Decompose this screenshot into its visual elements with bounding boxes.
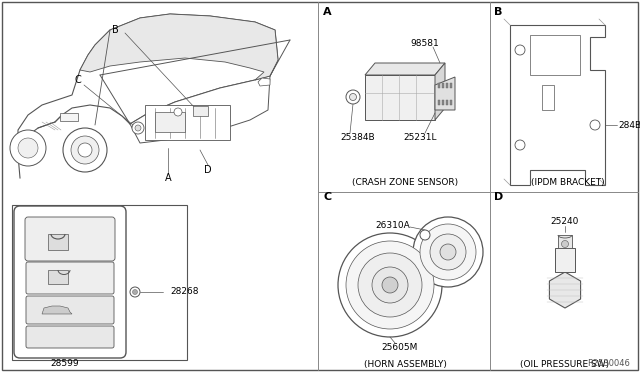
Circle shape (78, 143, 92, 157)
Circle shape (382, 277, 398, 293)
Bar (48, 270, 68, 284)
Circle shape (420, 230, 430, 240)
Circle shape (132, 289, 138, 295)
Text: 28599: 28599 (51, 359, 79, 369)
Text: B: B (494, 7, 502, 17)
Text: 26310A: 26310A (375, 221, 410, 230)
Bar (438, 100, 440, 105)
FancyBboxPatch shape (25, 217, 115, 261)
Polygon shape (365, 63, 445, 75)
Text: D: D (204, 165, 212, 175)
Text: D: D (494, 192, 503, 202)
Polygon shape (510, 25, 605, 185)
Text: C: C (323, 192, 331, 202)
Circle shape (338, 233, 442, 337)
Circle shape (440, 244, 456, 260)
Circle shape (63, 128, 107, 172)
Text: R2530046: R2530046 (587, 359, 630, 369)
Bar (155, 112, 185, 132)
Circle shape (590, 120, 600, 130)
Text: 28268: 28268 (171, 288, 199, 296)
Polygon shape (365, 75, 435, 120)
Text: (IPDΜ BRACKET): (IPDΜ BRACKET) (531, 177, 605, 186)
Polygon shape (258, 78, 270, 86)
Bar (442, 100, 444, 105)
Circle shape (130, 287, 140, 297)
Bar (446, 83, 448, 88)
Bar (48, 234, 68, 250)
Circle shape (71, 136, 99, 164)
Polygon shape (42, 306, 72, 314)
Text: (HORN ASSEMBLY): (HORN ASSEMBLY) (364, 360, 447, 369)
Text: 25240: 25240 (551, 218, 579, 227)
FancyBboxPatch shape (26, 296, 114, 324)
FancyBboxPatch shape (26, 262, 114, 294)
Bar (12, 205, 187, 360)
Text: B: B (111, 25, 118, 35)
Polygon shape (130, 76, 270, 143)
Bar (60, 113, 78, 121)
Circle shape (372, 267, 408, 303)
Circle shape (413, 217, 483, 287)
Bar (446, 100, 448, 105)
Circle shape (430, 234, 466, 270)
Circle shape (420, 224, 476, 280)
Bar (193, 106, 208, 116)
Text: C: C (75, 75, 81, 85)
Text: 98581: 98581 (411, 38, 440, 48)
Bar (442, 83, 444, 88)
Circle shape (561, 241, 568, 247)
Circle shape (346, 241, 434, 329)
Text: 25384B: 25384B (340, 132, 374, 141)
Polygon shape (549, 272, 580, 308)
Circle shape (515, 140, 525, 150)
Circle shape (346, 90, 360, 104)
Bar (438, 83, 440, 88)
Polygon shape (398, 232, 453, 267)
Text: A: A (164, 173, 172, 183)
Polygon shape (530, 35, 580, 75)
Circle shape (349, 93, 356, 100)
FancyBboxPatch shape (26, 326, 114, 348)
Circle shape (132, 122, 144, 134)
Bar (555, 248, 575, 272)
FancyBboxPatch shape (14, 206, 126, 358)
Bar (558, 235, 572, 248)
Text: A: A (323, 7, 332, 17)
Bar (542, 85, 554, 110)
Circle shape (135, 125, 141, 131)
Bar (145, 105, 230, 140)
Circle shape (174, 108, 182, 116)
Polygon shape (80, 14, 278, 80)
Circle shape (18, 138, 38, 158)
Polygon shape (435, 63, 445, 120)
Bar (450, 100, 452, 105)
Circle shape (358, 253, 422, 317)
Polygon shape (435, 77, 455, 110)
Text: 25605M: 25605M (382, 343, 418, 352)
Circle shape (10, 130, 46, 166)
Text: 284B5: 284B5 (618, 121, 640, 129)
Bar (450, 83, 452, 88)
Circle shape (515, 45, 525, 55)
Text: 25231L: 25231L (403, 132, 436, 141)
Text: (OIL PRESSURE SW): (OIL PRESSURE SW) (520, 360, 609, 369)
Text: (CRASH ZONE SENSOR): (CRASH ZONE SENSOR) (352, 177, 458, 186)
